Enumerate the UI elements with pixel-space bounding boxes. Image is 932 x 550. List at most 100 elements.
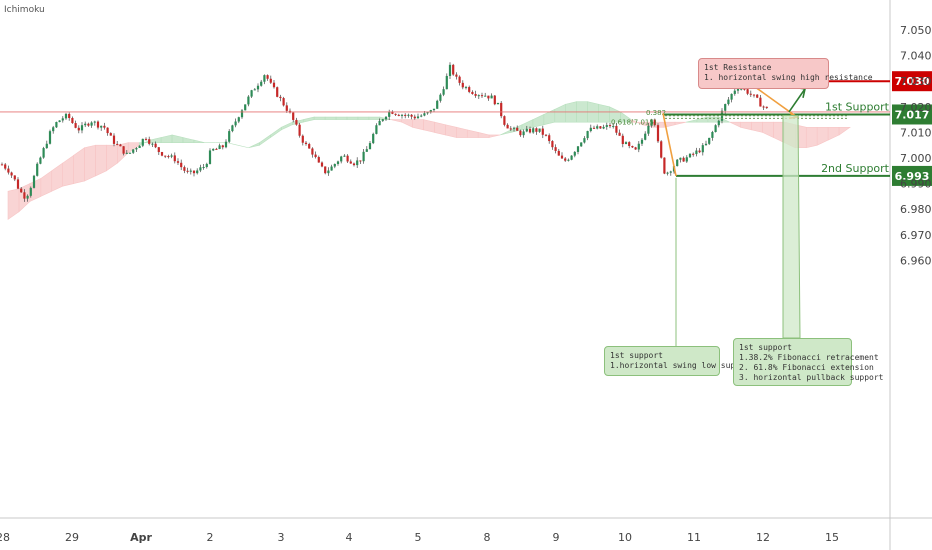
- bear-candle: [506, 124, 509, 129]
- bull-candle: [711, 132, 714, 138]
- bull-candle: [260, 81, 263, 86]
- support-right-callout: 1st support 1.38.2% Fibonacci retracemen…: [733, 338, 884, 386]
- bear-candle: [397, 114, 400, 116]
- bull-candle: [208, 150, 212, 164]
- bull-candle: [333, 163, 336, 167]
- bull-candle: [199, 167, 202, 171]
- bear-candle: [269, 78, 272, 83]
- bear-candle: [180, 162, 183, 168]
- bull-candle: [330, 166, 333, 171]
- bull-candle: [196, 170, 199, 174]
- x-tick-label: 29: [65, 531, 79, 544]
- bear-candle: [541, 128, 544, 135]
- bear-candle: [10, 172, 13, 176]
- bear-candle: [295, 119, 298, 125]
- bull-candle: [701, 145, 704, 153]
- bull-candle: [567, 159, 570, 161]
- bull-candle: [224, 141, 228, 148]
- time-axis[interactable]: 28 29 Apr 2 3 4 5 8 9 10 11 12 15: [0, 531, 839, 544]
- bull-candle: [695, 150, 698, 155]
- bull-candle: [58, 120, 61, 123]
- bear-candle: [468, 87, 471, 92]
- bull-candle: [423, 113, 426, 116]
- bull-candle: [647, 125, 650, 134]
- bear-candle: [634, 147, 637, 150]
- cloud-segment: [532, 114, 545, 128]
- bull-candle: [496, 102, 500, 105]
- bear-candle: [109, 133, 112, 136]
- bear-candle: [266, 75, 269, 79]
- bull-candle: [439, 94, 442, 101]
- bull-candle: [202, 166, 205, 168]
- bear-candle: [756, 94, 759, 98]
- cloud-segment: [95, 144, 107, 177]
- cloud-segment: [827, 126, 840, 141]
- cloud-segment: [259, 134, 271, 146]
- bear-candle: [148, 139, 151, 144]
- bull-candle: [205, 163, 208, 167]
- bear-candle: [698, 150, 701, 153]
- bear-candle: [7, 168, 10, 173]
- bull-candle: [532, 128, 535, 133]
- bull-candle: [666, 172, 669, 174]
- bear-candle: [592, 127, 596, 129]
- cloud-segment: [160, 134, 173, 143]
- callout-line: 1st support: [610, 351, 663, 360]
- cloud-segment: [40, 170, 53, 197]
- bull-candle: [340, 156, 343, 162]
- bear-candle: [13, 175, 16, 180]
- bear-candle: [176, 161, 180, 163]
- bear-candle: [557, 150, 560, 156]
- bull-candle: [151, 143, 154, 145]
- cloud-segment: [838, 126, 851, 136]
- bull-candle: [676, 159, 679, 167]
- bull-candle: [170, 155, 173, 157]
- cloud-segment: [7, 188, 20, 221]
- bull-candle: [141, 138, 144, 146]
- bull-candle: [573, 151, 576, 156]
- bear-candle: [548, 135, 551, 142]
- cloud-segment: [816, 126, 829, 146]
- bull-candle: [247, 96, 250, 105]
- chart-annotations: 7.030 7.017 1st Support 6.993 2nd Support 0.3…: [0, 71, 932, 346]
- x-tick-label: 2: [207, 531, 214, 544]
- cloud-segment: [805, 126, 818, 149]
- bear-candle: [749, 93, 752, 95]
- bear-candle: [743, 88, 746, 90]
- bear-candle: [23, 192, 26, 199]
- bull-candle: [416, 116, 420, 119]
- bull-candle: [39, 157, 42, 164]
- support-right-callout-pointer: [782, 114, 801, 339]
- resistance-callout: 1st Resistance 1. horizontal swing high …: [698, 58, 873, 89]
- bull-candle: [388, 111, 391, 117]
- bull-candle: [730, 93, 733, 100]
- cloud-segment: [674, 121, 687, 126]
- bear-candle: [410, 114, 413, 117]
- bull-candle: [576, 146, 580, 152]
- price-axis[interactable]: 7.050 7.040 7.030 7.020 7.010 7.000 6.990 6.980…: [900, 24, 932, 267]
- bull-candle: [448, 64, 452, 76]
- x-tick-label: 12: [756, 531, 770, 544]
- bull-candle: [605, 125, 608, 127]
- bear-candle: [68, 113, 71, 118]
- bear-candle: [413, 116, 416, 119]
- bull-candle: [679, 157, 682, 160]
- indicator-label[interactable]: Ichimoku: [4, 5, 45, 15]
- bear-candle: [500, 102, 503, 117]
- cloud-segment: [73, 147, 85, 184]
- bull-candle: [378, 120, 381, 126]
- bear-candle: [164, 155, 167, 157]
- cloud-segment: [696, 116, 709, 123]
- bull-candle: [356, 160, 359, 166]
- bear-candle: [119, 144, 122, 147]
- x-tick-label: 15: [825, 531, 839, 544]
- y-tick-label: 7.000: [900, 152, 932, 165]
- cloud-segment: [729, 121, 741, 128]
- cloud-segment: [488, 134, 501, 138]
- bull-candle: [704, 143, 708, 146]
- bull-candle: [240, 110, 244, 118]
- bull-candle: [372, 133, 375, 144]
- bear-candle: [308, 144, 311, 149]
- cloud-segment: [598, 103, 610, 123]
